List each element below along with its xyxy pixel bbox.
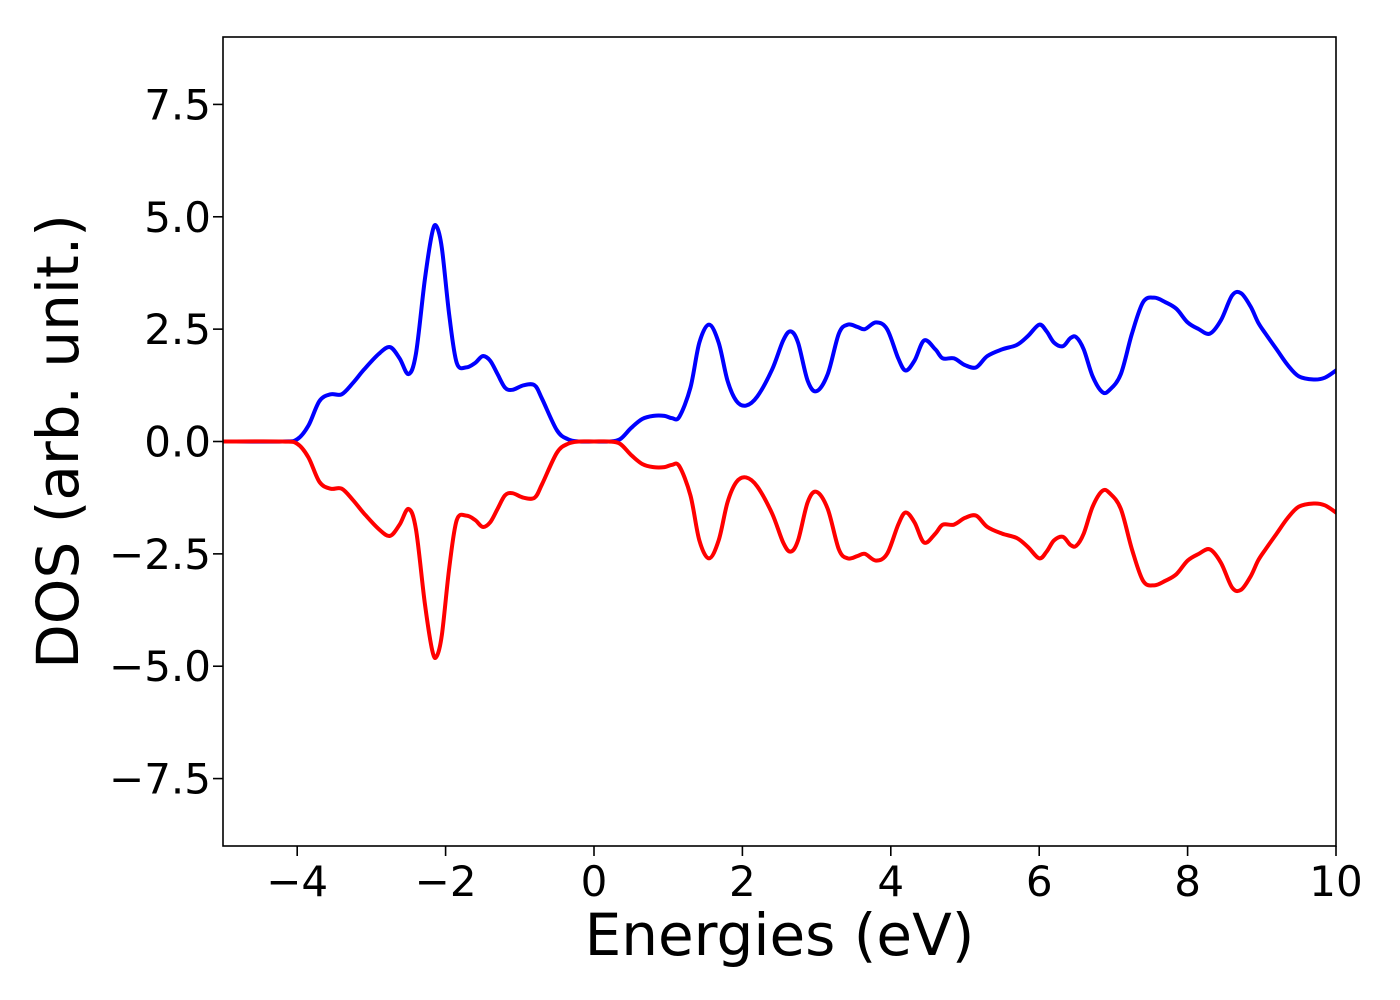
- series-line-spin-down: [223, 439, 1336, 660]
- y-tick-label: 5.0: [144, 193, 211, 242]
- x-tick-label: 4: [877, 857, 904, 906]
- y-axis-label: DOS (arb. unit.): [24, 214, 92, 669]
- x-tick-label: 2: [729, 857, 756, 906]
- x-axis-label: Energies (eV): [585, 901, 975, 969]
- y-tick-label: −2.5: [109, 530, 211, 579]
- x-tick-label: 0: [581, 857, 608, 906]
- y-tick-label: 0.0: [144, 418, 211, 467]
- x-tick-label: −2: [415, 857, 477, 906]
- x-tick-label: 8: [1174, 857, 1201, 906]
- y-axis: −7.5 −5.0 −2.5 0.0 2.5 5.0 7.5: [109, 80, 223, 804]
- x-tick-label: 10: [1309, 857, 1362, 906]
- y-tick-label: −5.0: [109, 642, 211, 691]
- series-layer: [223, 223, 1336, 660]
- x-axis: −4 −2 0 2 4 6 8 10: [266, 846, 1363, 906]
- series-line-spin-up: [223, 223, 1336, 444]
- y-tick-label: −7.5: [109, 755, 211, 804]
- plot-frame: [222, 36, 1337, 847]
- y-tick-label: 2.5: [144, 305, 211, 354]
- x-tick-label: 6: [1026, 857, 1053, 906]
- y-tick-label: 7.5: [144, 80, 211, 129]
- x-tick-label: −4: [266, 857, 328, 906]
